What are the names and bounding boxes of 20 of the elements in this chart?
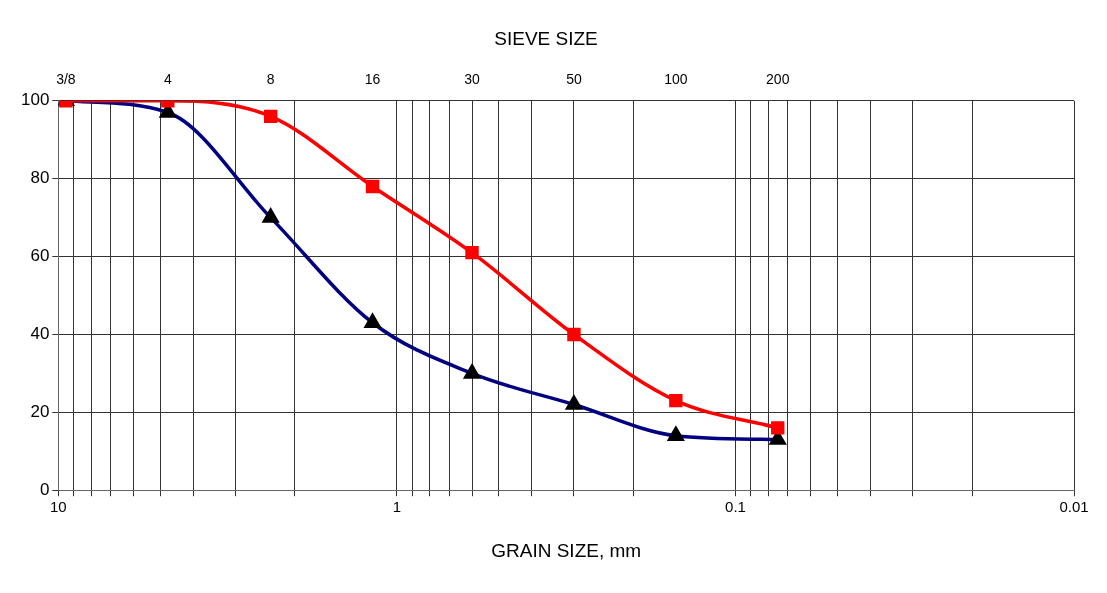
text: 3/8 <box>56 70 76 87</box>
text: 8 <box>266 70 275 87</box>
x-tick-label: 0.1 <box>725 498 746 516</box>
y-tick-label: 0 <box>39 479 50 499</box>
y-tick-label: 60 <box>30 246 50 266</box>
x-tick-label: 10 <box>50 498 67 516</box>
x-axis-title: GRAIN SIZE, mm <box>491 539 642 561</box>
chart-title: SIEVE SIZE <box>494 27 598 49</box>
text: 100 <box>664 70 688 87</box>
y-tick-label: 100 <box>20 90 50 110</box>
text: 30 <box>464 70 481 87</box>
text: 16 <box>364 70 381 87</box>
y-tick-label: 40 <box>30 324 50 344</box>
x-tick-label: 0.01 <box>1059 498 1089 516</box>
x-tick-label: 1 <box>392 498 402 516</box>
y-tick-label: 80 <box>30 168 50 188</box>
y-tick-label: 20 <box>30 402 50 422</box>
text: 200 <box>766 70 790 87</box>
text: 4 <box>163 70 172 87</box>
text: 50 <box>566 70 582 87</box>
